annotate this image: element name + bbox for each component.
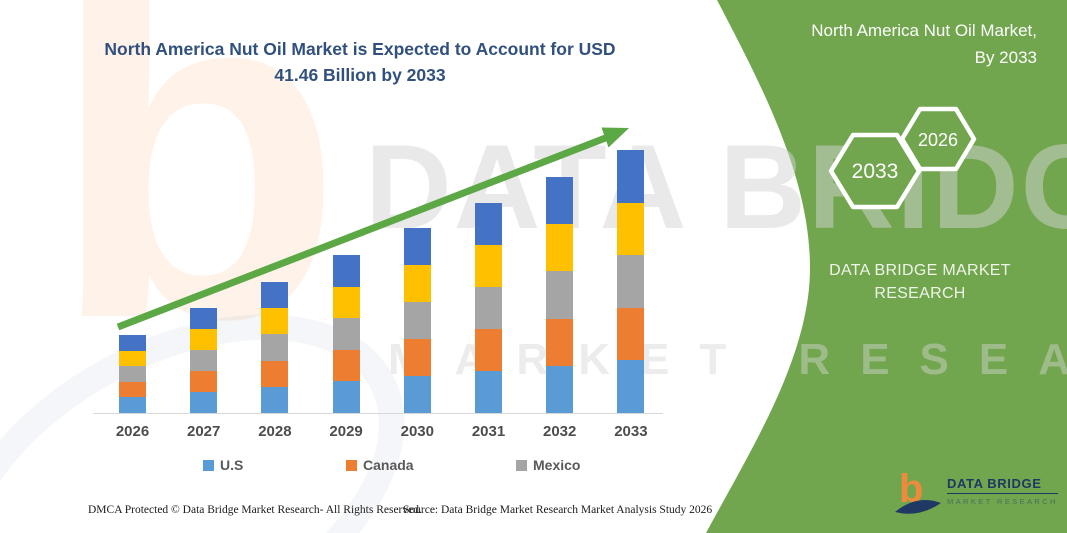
bar-segment-series5-2033 xyxy=(617,150,645,203)
bar-segment-series5-2032 xyxy=(546,177,574,225)
x-axis-label-2029: 2029 xyxy=(329,423,363,440)
x-axis-label-2033: 2033 xyxy=(614,423,648,440)
bar-segment-Mexico-2029 xyxy=(332,318,360,350)
bar-segment-Mexico-2026 xyxy=(119,366,146,382)
bar-segment-Canada-2029 xyxy=(332,349,360,382)
logo-tagline: MARKET RESEARCH xyxy=(947,497,1058,506)
bar-segment-U.S-2027 xyxy=(190,392,218,413)
brand-name-text: DATA BRIDGE MARKET RESEARCH xyxy=(800,259,1040,305)
bar-segment-Mexico-2028 xyxy=(261,334,289,361)
chart-title-line1: North America Nut Oil Market is Expected… xyxy=(104,39,616,59)
bar-segment-Mexico-2030 xyxy=(403,302,431,340)
legend-item-Canada: Canada xyxy=(346,457,414,473)
bar-segment-Canada-2027 xyxy=(190,371,218,392)
legend-label-Mexico: Mexico xyxy=(533,457,581,473)
bar-segment-Mexico-2033 xyxy=(617,255,645,308)
bar-segment-U.S-2032 xyxy=(546,365,574,413)
hexagon-2026-label: 2026 xyxy=(918,130,958,150)
legend-item-Mexico: Mexico xyxy=(516,457,580,473)
bar-segment-U.S-2030 xyxy=(403,376,431,413)
bar-2027 xyxy=(190,308,218,413)
bar-segment-series4-2030 xyxy=(403,265,431,303)
bar-segment-U.S-2028 xyxy=(261,386,289,413)
bar-segment-Mexico-2031 xyxy=(475,287,502,330)
year-hexagons: 2033 2026 xyxy=(828,106,977,210)
x-axis-label-2030: 2030 xyxy=(400,423,434,440)
bar-2026 xyxy=(119,335,146,413)
legend-swatch-Mexico xyxy=(516,459,527,471)
bar-segment-series4-2031 xyxy=(475,245,502,288)
bar-segment-U.S-2033 xyxy=(617,360,645,413)
logo-text: DATA BRIDGE MARKET RESEARCH xyxy=(947,476,1058,506)
bar-segment-series5-2029 xyxy=(332,255,360,287)
dmca-notice: DMCA Protected © Data Bridge Market Rese… xyxy=(88,504,422,516)
brand-name-line2: RESEARCH xyxy=(874,285,966,302)
x-axis-line xyxy=(93,413,663,414)
bar-2029 xyxy=(332,255,360,413)
dbmr-logo: b DATA BRIDGE MARKET RESEARCH xyxy=(891,466,1058,518)
legend-swatch-Canada xyxy=(346,459,357,471)
bar-2028 xyxy=(261,282,289,413)
logo-wordmark: DATA BRIDGE xyxy=(947,476,1058,494)
bar-segment-Canada-2030 xyxy=(403,339,431,377)
legend-swatch-U.S xyxy=(203,459,214,471)
bar-segment-series5-2030 xyxy=(403,228,431,266)
bar-segment-U.S-2031 xyxy=(475,371,502,413)
bar-segment-series4-2033 xyxy=(617,202,645,256)
x-axis-label-2026: 2026 xyxy=(115,423,150,440)
x-axis-label-2031: 2031 xyxy=(471,423,506,440)
bar-segment-series5-2026 xyxy=(119,335,146,351)
chart-title-line2: 41.46 Billion by 2033 xyxy=(274,65,446,85)
source-note: Source: Data Bridge Market Research Mark… xyxy=(403,504,713,516)
bar-segment-series5-2027 xyxy=(190,308,218,330)
hexagon-2026 xyxy=(899,106,977,172)
legend-item-U.S: U.S xyxy=(203,457,243,473)
bar-segment-series4-2029 xyxy=(332,286,360,319)
legend-label-Canada: Canada xyxy=(363,457,414,473)
bar-segment-U.S-2029 xyxy=(332,381,360,413)
bar-segment-Canada-2031 xyxy=(475,329,502,371)
bar-segment-series4-2032 xyxy=(546,224,574,272)
sidebar-heading: North America Nut Oil Market, By 2033 xyxy=(811,21,1037,67)
brand-name-line1: DATA BRIDGE MARKET xyxy=(829,262,1011,279)
green-panel-shape xyxy=(706,0,1067,533)
bar-2033 xyxy=(617,150,645,413)
x-axis-label-2028: 2028 xyxy=(258,423,292,440)
bar-segment-Canada-2028 xyxy=(261,360,289,387)
hexagon-2033-label: 2033 xyxy=(852,160,899,183)
x-axis-label-2027: 2027 xyxy=(187,423,221,440)
bar-2032 xyxy=(546,177,574,413)
bar-segment-Canada-2033 xyxy=(617,307,645,361)
bar-segment-series4-2026 xyxy=(119,350,146,367)
bar-2031 xyxy=(475,203,502,413)
x-axis-label-2032: 2032 xyxy=(543,423,577,440)
bar-segment-U.S-2026 xyxy=(119,397,146,413)
bar-segment-Canada-2026 xyxy=(119,381,146,398)
bar-segment-Mexico-2032 xyxy=(546,271,574,319)
dbmr-logo-mark: b xyxy=(895,467,941,514)
chart-title: North America Nut Oil Market is Expected… xyxy=(70,36,650,88)
bar-segment-Canada-2032 xyxy=(546,318,574,366)
bar-segment-series5-2031 xyxy=(475,203,502,246)
bar-segment-series4-2027 xyxy=(190,329,218,351)
bar-2030 xyxy=(403,228,431,413)
legend-label-U.S: U.S xyxy=(220,457,244,473)
logo-swoosh xyxy=(895,500,941,514)
bar-segment-series5-2028 xyxy=(261,282,289,309)
bar-segment-series4-2028 xyxy=(261,308,289,335)
bar-segment-Mexico-2027 xyxy=(190,350,218,372)
